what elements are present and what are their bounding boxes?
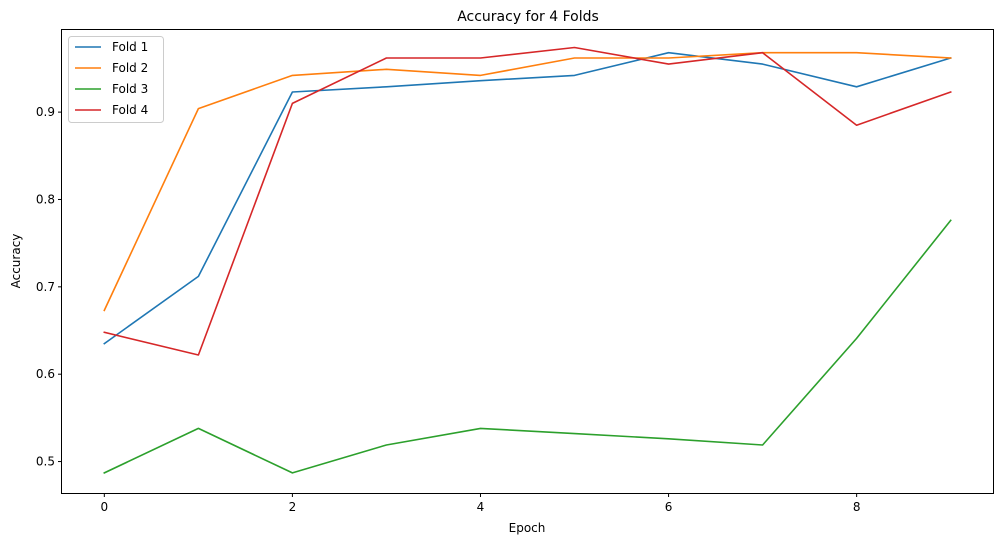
x-axis-label: Epoch <box>509 521 546 535</box>
x-tick-label: 8 <box>853 500 861 514</box>
y-axis-label: Accuracy <box>9 234 23 289</box>
legend-label: Fold 2 <box>112 61 148 75</box>
series-line-fold-2 <box>103 51 952 312</box>
legend-label: Fold 3 <box>112 82 148 96</box>
plot-area: 0.5 0.6 0.7 0.8 0.9 0 2 4 6 8 <box>36 29 994 514</box>
y-tick-label: 0.8 <box>36 192 55 206</box>
y-tick-label: 0.9 <box>36 105 55 119</box>
x-tick-label: 6 <box>665 500 673 514</box>
legend-frame <box>68 36 164 123</box>
series-lines <box>103 46 952 474</box>
chart-title: Accuracy for 4 Folds <box>457 9 599 25</box>
series-line-fold-4 <box>103 46 952 356</box>
x-tick-label: 2 <box>289 500 297 514</box>
plot-frame <box>61 29 994 494</box>
legend: Fold 1 Fold 2 Fold 3 Fold 4 <box>68 36 164 123</box>
legend-label: Fold 4 <box>112 103 148 117</box>
x-tick-label: 0 <box>100 500 108 514</box>
y-axis: 0.5 0.6 0.7 0.8 0.9 <box>36 105 62 469</box>
y-tick-label: 0.7 <box>36 280 55 294</box>
series-line-fold-3 <box>103 219 952 474</box>
series-line-fold-1 <box>103 51 952 345</box>
y-tick-label: 0.6 <box>36 367 55 381</box>
y-tick-label: 0.5 <box>36 455 55 469</box>
x-axis: 0 2 4 6 8 <box>100 493 860 514</box>
x-tick-label: 4 <box>477 500 485 514</box>
legend-label: Fold 1 <box>112 40 148 54</box>
